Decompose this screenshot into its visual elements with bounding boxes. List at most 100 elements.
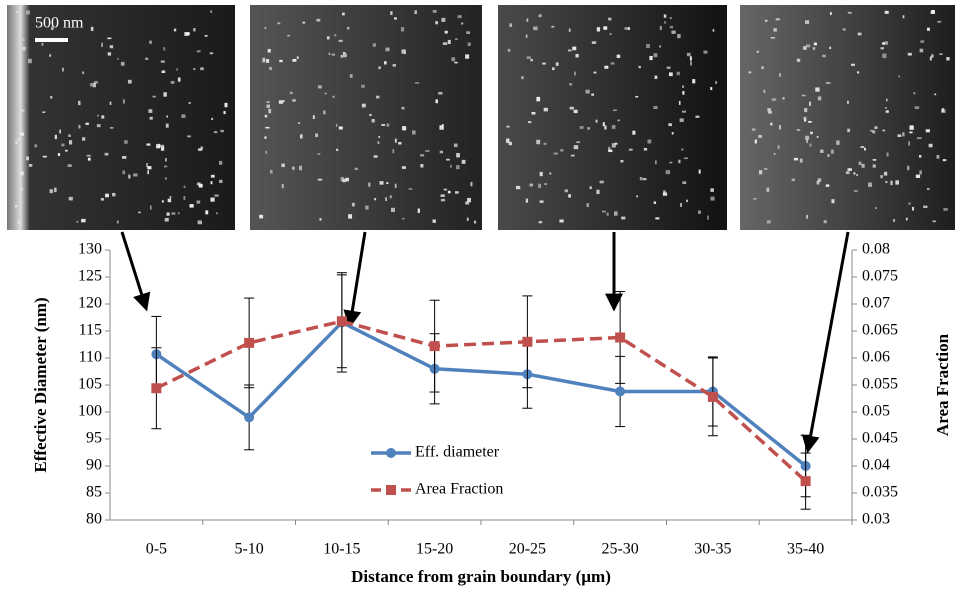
speckle (533, 26, 538, 31)
speckle (394, 17, 397, 20)
speckle (17, 138, 22, 141)
speckle (544, 183, 548, 186)
speckle (872, 159, 877, 161)
x-tick-label: 20-25 (509, 541, 546, 558)
speckle (822, 54, 826, 58)
speckle (573, 109, 578, 114)
speckle (567, 49, 572, 52)
speckle (266, 101, 270, 103)
speckle (196, 182, 200, 186)
speckle (90, 26, 94, 31)
speckle (847, 11, 852, 14)
speckle (620, 160, 624, 163)
speckle (204, 35, 208, 37)
speckle (373, 155, 378, 158)
y2-tick-label: 0.06 (862, 349, 890, 366)
speckle (453, 143, 458, 148)
speckle (560, 149, 564, 152)
speckle (585, 89, 590, 94)
speckle (87, 157, 91, 161)
speckle (893, 218, 896, 222)
speckle (779, 73, 781, 77)
speckle (907, 165, 910, 171)
speckle (19, 132, 24, 136)
speckle (456, 165, 460, 170)
speckle (919, 48, 924, 53)
speckle (385, 197, 387, 202)
speckle (177, 77, 181, 82)
speckle (455, 38, 458, 40)
speckle (420, 164, 424, 168)
speckle (538, 183, 541, 188)
speckle (591, 93, 595, 96)
speckle (209, 52, 214, 55)
speckle (898, 75, 901, 78)
speckle (610, 62, 615, 65)
speckle (601, 210, 606, 213)
legend-label: Eff. diameter (415, 444, 500, 461)
speckle (439, 150, 444, 154)
speckle (145, 57, 149, 60)
speckle (602, 122, 605, 127)
speckle (317, 178, 323, 181)
speckle (669, 25, 674, 29)
speckle (748, 71, 752, 74)
series-line (155, 319, 807, 483)
speckle (770, 37, 775, 39)
speckle (809, 143, 812, 147)
speckle (340, 54, 343, 58)
speckle (531, 111, 536, 115)
y2-tick-label: 0.07 (862, 295, 890, 312)
speckle (752, 198, 757, 200)
speckle (884, 10, 889, 14)
y-tick-label: 100 (78, 403, 102, 420)
speckle (683, 157, 689, 160)
speckle (224, 102, 228, 108)
speckle (439, 125, 444, 130)
speckle (860, 146, 865, 149)
speckle (775, 18, 780, 21)
speckle (166, 115, 168, 118)
y-tick-label: 115 (79, 322, 102, 339)
speckle (515, 185, 521, 190)
speckle (845, 171, 850, 175)
speckle (506, 125, 510, 128)
speckle (379, 181, 384, 185)
speckle (82, 137, 86, 141)
speckle (614, 142, 618, 145)
speckle (669, 161, 673, 164)
speckle (281, 184, 284, 189)
speckle (804, 108, 808, 113)
speckle (880, 175, 883, 179)
speckle (193, 28, 196, 32)
speckle (912, 206, 915, 211)
speckle (884, 41, 889, 45)
speckle (907, 52, 912, 56)
speckle (386, 182, 389, 185)
speckle (210, 174, 215, 178)
marker (244, 337, 255, 348)
speckle (173, 28, 177, 32)
speckle (218, 160, 223, 165)
speckle (386, 123, 390, 127)
speckle (461, 22, 464, 25)
speckle (281, 163, 285, 168)
speckle (412, 130, 416, 135)
speckle (805, 20, 810, 24)
speckle (165, 157, 167, 162)
speckle (817, 178, 822, 182)
speckle (443, 188, 448, 191)
speckle (946, 57, 950, 61)
speckle (216, 212, 218, 215)
speckle (266, 104, 270, 108)
speckle (372, 43, 376, 47)
speckle (830, 149, 834, 154)
speckle (146, 162, 149, 168)
speckle (778, 125, 782, 130)
speckle (193, 68, 196, 70)
speckle (441, 17, 446, 22)
y-tick-label: 80 (86, 511, 102, 528)
speckle (773, 28, 777, 32)
micrograph (498, 5, 727, 230)
y-tick-label: 125 (78, 268, 102, 285)
